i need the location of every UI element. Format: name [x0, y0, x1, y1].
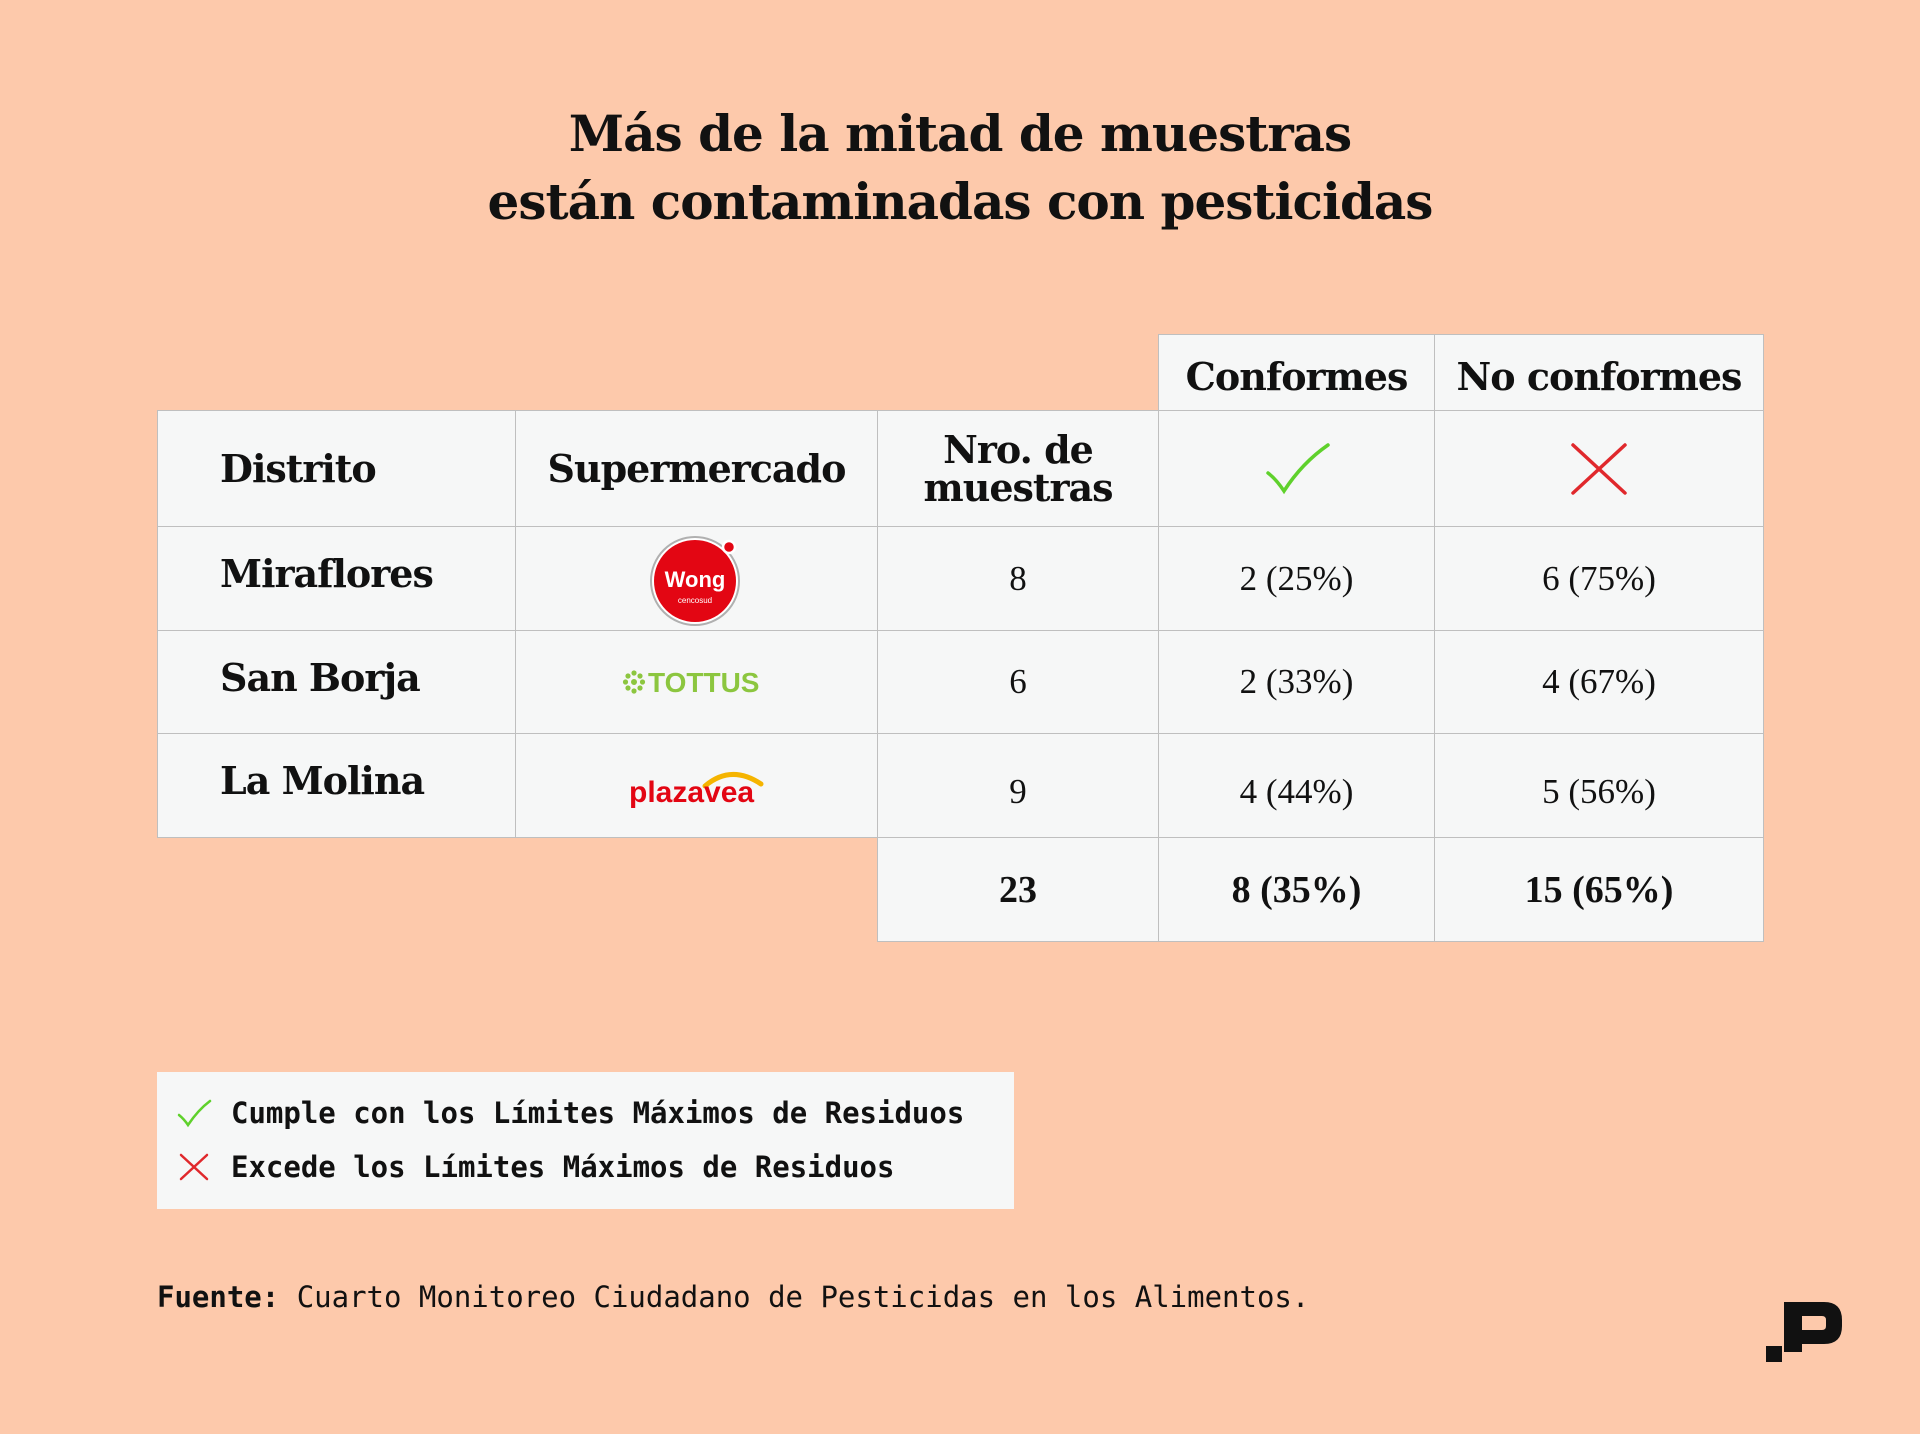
legend-item-check: Cumple con los Límites Máximos de Residu… — [157, 1086, 1014, 1140]
row-2-muestras: 6 — [877, 630, 1159, 734]
row-2-no-conformes-value: 4 (67%) — [1542, 662, 1656, 701]
row-2-muestras-value: 6 — [1009, 662, 1027, 701]
header-conformes-label: Conformes — [1185, 354, 1409, 399]
title-line-2: están contaminadas con pesticidas — [487, 172, 1434, 231]
plazavea-logo: plazavea — [629, 771, 763, 809]
check-icon — [1265, 442, 1330, 494]
header-no-conformes-label: No conformes — [1456, 354, 1743, 399]
header-no-conformes: No conformes — [1434, 334, 1764, 411]
row-2-distrito: San Borja — [157, 630, 516, 734]
plazavea-logo-text: plazavea — [629, 776, 754, 809]
row-1-conformes: 2 (25%) — [1158, 526, 1435, 631]
chart-title: Más de la mitad de muestras están contam… — [0, 100, 1920, 236]
header-cross-cell — [1434, 410, 1764, 527]
total-no-conformes-value: 15 (65%) — [1524, 868, 1674, 911]
wong-logo-text: Wong — [664, 567, 725, 592]
header-supermercado: Supermercado — [515, 410, 878, 527]
header-nro-muestras: Nro. de muestras — [877, 410, 1159, 527]
row-3-distrito-label: La Molina — [220, 758, 425, 803]
row-1-no-conformes: 6 (75%) — [1434, 526, 1764, 631]
cross-icon — [1571, 442, 1627, 495]
brand-logo-icon — [1766, 1302, 1842, 1362]
source-text: Cuarto Monitoreo Ciudadano de Pesticidas… — [296, 1280, 1310, 1314]
header-supermercado-label: Supermercado — [547, 446, 847, 491]
row-1-conformes-value: 2 (25%) — [1239, 558, 1354, 598]
row-1-distrito: Miraflores — [157, 526, 516, 631]
total-conformes: 8 (35%) — [1158, 837, 1435, 942]
row-2-supermercado: TOTTUS — [515, 630, 878, 734]
row-3-muestras-value: 9 — [1009, 771, 1027, 811]
row-1-no-conformes-value: 6 (75%) — [1542, 558, 1656, 598]
source-label: Fuente: — [157, 1280, 280, 1314]
row-1-distrito-label: Miraflores — [220, 551, 434, 596]
row-3-conformes-value: 4 (44%) — [1239, 771, 1354, 811]
row-2-no-conformes: 4 (67%) — [1434, 630, 1764, 734]
header-nro-line1: Nro. de — [943, 426, 1094, 472]
header-distrito-label: Distrito — [220, 446, 377, 491]
row-3-no-conformes-value: 5 (56%) — [1542, 771, 1656, 811]
row-2-conformes: 2 (33%) — [1158, 630, 1435, 734]
legend-item-cross: Excede los Límites Máximos de Residuos — [157, 1140, 1014, 1194]
row-3-distrito: La Molina — [157, 733, 516, 838]
total-muestras: 23 — [877, 837, 1159, 942]
row-1-muestras: 8 — [877, 526, 1159, 631]
cross-icon — [179, 1153, 209, 1181]
row-3-supermercado: plazavea — [515, 733, 878, 838]
check-icon — [177, 1099, 212, 1128]
wong-logo-subtext: cencosud — [677, 596, 711, 605]
legend: Cumple con los Límites Máximos de Residu… — [157, 1072, 1014, 1209]
tottus-logo-text: TOTTUS — [648, 667, 759, 698]
row-1-muestras-value: 8 — [1009, 558, 1027, 598]
header-check-cell — [1158, 410, 1435, 527]
header-distrito: Distrito — [157, 410, 516, 527]
title-line-1: Más de la mitad de muestras — [568, 104, 1352, 163]
wong-logo: Wong cencosud — [649, 535, 740, 626]
legend-cross-label: Excede los Límites Máximos de Residuos — [231, 1150, 895, 1184]
row-2-conformes-value: 2 (33%) — [1239, 662, 1354, 701]
row-2-distrito-label: San Borja — [220, 655, 421, 700]
total-conformes-value: 8 (35%) — [1231, 868, 1362, 911]
source-note: Fuente: Cuarto Monitoreo Ciudadano de Pe… — [157, 1280, 1309, 1314]
total-muestras-value: 23 — [999, 868, 1037, 911]
row-1-supermercado: Wong cencosud — [515, 526, 878, 631]
header-nro-line2: muestras — [923, 464, 1114, 510]
total-no-conformes: 15 (65%) — [1434, 837, 1764, 942]
legend-check-label: Cumple con los Límites Máximos de Residu… — [231, 1096, 965, 1130]
row-3-no-conformes: 5 (56%) — [1434, 733, 1764, 838]
header-conformes: Conformes — [1158, 334, 1435, 411]
row-3-muestras: 9 — [877, 733, 1159, 838]
row-3-conformes: 4 (44%) — [1158, 733, 1435, 838]
tottus-logo: TOTTUS — [622, 667, 759, 698]
